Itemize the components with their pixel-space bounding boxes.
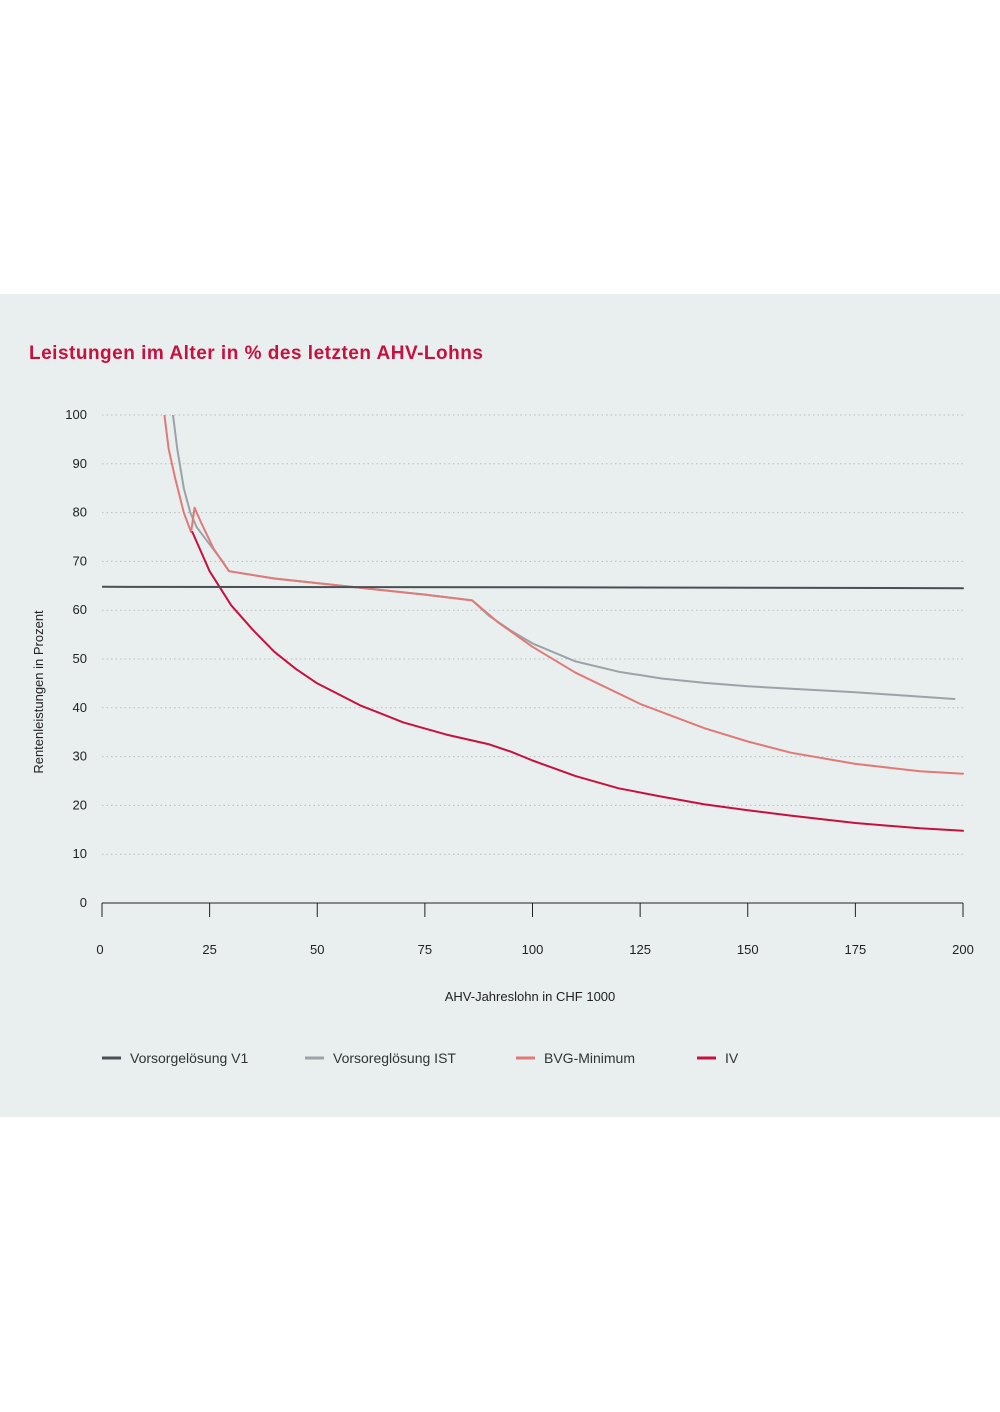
y-tick-label: 100: [65, 407, 87, 422]
series-line: [163, 415, 964, 775]
x-axis-label: AHV-Jahreslohn in CHF 1000: [445, 989, 616, 1004]
legend-label: Vorsoreglösung IST: [333, 1050, 456, 1066]
x-tick-label: 200: [952, 942, 974, 957]
y-tick-label: 20: [73, 797, 87, 812]
legend-label: Vorsorgelösung V1: [130, 1050, 249, 1066]
y-tick-label: 30: [73, 749, 87, 764]
x-tick-label: 150: [737, 942, 759, 957]
axis-layer: 0 10 20 30 40 50 60 70 80 90 100 0 25 50 75 100 125 150 17…: [65, 407, 974, 957]
y-tick-label: 50: [73, 651, 87, 666]
x-tick-label: 175: [845, 942, 867, 957]
legend: Vorsorgelösung V1 Vorsoreglösung IST BVG-M…: [102, 1050, 739, 1066]
x-tick-label: 100: [522, 942, 544, 957]
y-tick-label: 40: [73, 700, 87, 715]
x-tick-label: 75: [418, 942, 432, 957]
grid-layer: [102, 414, 963, 855]
x-tick-label: 50: [310, 942, 324, 957]
legend-label: BVG-Minimum: [544, 1050, 635, 1066]
x-tick-label: 25: [202, 942, 216, 957]
y-tick-label: 0: [80, 895, 87, 910]
y-tick-label: 10: [73, 846, 87, 861]
series-line: [102, 585, 964, 590]
x-tick-label: 0: [96, 942, 103, 957]
x-tick-label: 125: [629, 942, 651, 957]
chart-title: Leistungen im Alter in % des letzten AHV…: [29, 343, 484, 364]
legend-label: IV: [725, 1050, 739, 1066]
y-axis-label: Rentenleistungen in Prozent: [31, 610, 46, 774]
series-line: [191, 531, 964, 832]
y-tick-label: 70: [73, 553, 87, 568]
series-layer: [102, 415, 964, 832]
y-tick-label: 60: [73, 602, 87, 617]
series-line: [172, 415, 956, 700]
y-tick-label: 90: [73, 456, 87, 471]
y-tick-label: 80: [73, 505, 87, 520]
